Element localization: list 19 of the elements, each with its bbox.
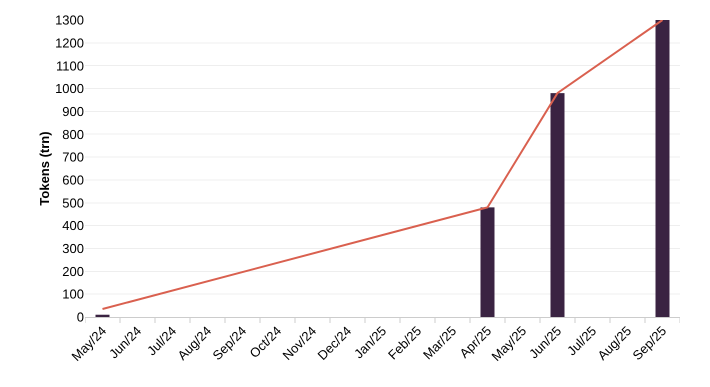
bar	[480, 207, 494, 317]
y-axis-title: Tokens (trn)	[37, 131, 52, 206]
y-tick-label: 1100	[56, 58, 84, 74]
y-tick-label: 1000	[55, 81, 84, 96]
line-series	[102, 20, 664, 310]
bar	[550, 93, 564, 317]
y-tick-label: 600	[62, 172, 84, 188]
bar	[656, 20, 670, 317]
y-tick-label: 800	[62, 126, 84, 142]
y-tick-label: 300	[62, 241, 84, 256]
y-tick-label: 100	[62, 286, 84, 302]
y-tick-label: 1300	[55, 12, 84, 28]
y-tick-label: 200	[62, 264, 84, 279]
y-tick-label: 500	[62, 195, 84, 210]
y-tick-label: 400	[62, 218, 84, 234]
y-tick-label: 0	[76, 310, 84, 325]
y-tick-label: 1200	[55, 35, 84, 50]
y-tick-label: 700	[62, 150, 84, 165]
y-tick-label: 900	[62, 104, 84, 119]
